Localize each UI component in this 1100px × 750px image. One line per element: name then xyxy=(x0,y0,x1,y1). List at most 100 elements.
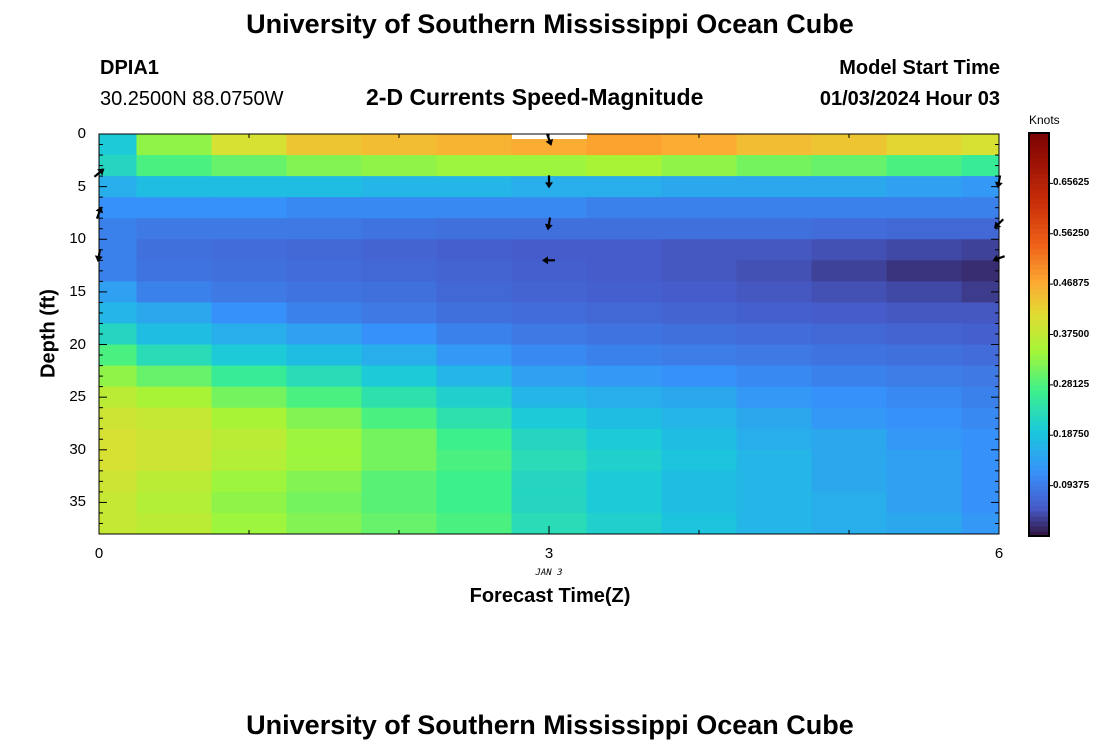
heatmap-cell xyxy=(99,218,137,240)
heatmap-cell xyxy=(286,470,362,493)
heatmap-cell xyxy=(99,470,137,493)
heatmap-cell xyxy=(136,407,212,430)
heatmap-cell xyxy=(586,491,662,514)
colorbar-segment xyxy=(1029,485,1049,492)
colorbar-segment xyxy=(1029,233,1049,240)
heatmap-cell xyxy=(811,386,887,409)
heatmap-cell xyxy=(811,428,887,451)
heatmap-cell xyxy=(661,491,737,514)
heatmap-cell xyxy=(586,260,662,282)
heatmap-cell xyxy=(961,428,1000,451)
heatmap-cell xyxy=(361,386,437,409)
heatmap-cell xyxy=(811,134,887,156)
colorbar-segment xyxy=(1029,168,1049,174)
heatmap-cell xyxy=(886,281,962,303)
colorbar-segment xyxy=(1029,133,1049,139)
heatmap-cell xyxy=(361,512,437,535)
heatmap-cell xyxy=(661,176,737,198)
x-tick-label: 0 xyxy=(94,545,104,562)
heatmap-cell xyxy=(736,407,812,430)
colorbar-segment xyxy=(1029,389,1049,396)
chart-subtitle: 2-D Currents Speed-Magnitude xyxy=(366,84,704,110)
heatmap-cell xyxy=(99,428,137,451)
heatmap-cell xyxy=(736,470,812,493)
heatmap-cell xyxy=(586,155,662,177)
heatmap-cell xyxy=(511,302,587,324)
colorbar-segment xyxy=(1029,344,1049,351)
colorbar-segment xyxy=(1029,374,1049,381)
heatmap-cell xyxy=(586,281,662,303)
heatmap-cell xyxy=(211,176,287,198)
colorbar-segment xyxy=(1029,228,1049,235)
heatmap-cell xyxy=(811,239,887,261)
heatmap-cell xyxy=(361,281,437,303)
heatmap-cell xyxy=(286,239,362,261)
heatmap-cell xyxy=(436,134,512,156)
heatmap-cell xyxy=(436,449,512,472)
colorbar-segment xyxy=(1029,314,1049,320)
colorbar-segment xyxy=(1029,279,1049,285)
heatmap-cell xyxy=(99,155,137,177)
colorbar-segment xyxy=(1029,490,1049,497)
heatmap-cell xyxy=(136,155,212,177)
heatmap-cell xyxy=(736,386,812,409)
heatmap-cell xyxy=(136,302,212,324)
colorbar-segment xyxy=(1029,183,1049,190)
heatmap-cell xyxy=(99,239,137,261)
colorbar-tick-label: 0.18750 xyxy=(1053,429,1090,441)
heatmap-cell xyxy=(961,155,1000,177)
heatmap-cell xyxy=(136,491,212,514)
heatmap-cell xyxy=(436,155,512,177)
heatmap-cell xyxy=(736,260,812,282)
colorbar-segment xyxy=(1029,435,1049,441)
heatmap-cell xyxy=(136,344,212,367)
colorbar-segment xyxy=(1029,455,1049,462)
heatmap-cell xyxy=(586,176,662,198)
heatmap-cell xyxy=(361,176,437,198)
heatmap-cell xyxy=(136,512,212,535)
heatmap-cell xyxy=(211,491,287,514)
heatmap-cell xyxy=(511,134,587,156)
colorbar-segment xyxy=(1029,410,1049,416)
y-ticks xyxy=(99,133,999,535)
colorbar-segment xyxy=(1029,193,1049,200)
colorbar-segment xyxy=(1029,253,1049,260)
station-location: 30.2500N 88.0750W xyxy=(100,88,284,110)
heatmap-cell xyxy=(136,197,212,219)
colorbar-segment xyxy=(1029,505,1049,512)
heatmap-cell xyxy=(211,134,287,156)
current-vector-arrow xyxy=(542,256,555,265)
heatmap-cell xyxy=(511,491,587,514)
heatmap-cell xyxy=(586,344,662,367)
heatmap-cell xyxy=(286,134,362,156)
heatmap-cell xyxy=(361,323,437,346)
colorbar-tick-label: 0.56250 xyxy=(1053,227,1090,239)
heatmap-cell xyxy=(736,155,812,177)
colorbar-segment xyxy=(1029,218,1049,225)
y-tick-label: 25 xyxy=(69,388,86,406)
colorbar-segment xyxy=(1029,304,1049,310)
x-tick-label: 6 xyxy=(994,545,1004,562)
y-tick-label: 20 xyxy=(69,335,86,353)
heatmap-cell xyxy=(886,134,962,156)
heatmap-cell xyxy=(361,365,437,388)
heatmap-cell xyxy=(99,302,137,324)
heatmap-cell xyxy=(286,281,362,303)
y-tick-label: 0 xyxy=(77,125,86,142)
heatmap-cell xyxy=(961,323,1000,346)
heatmap-cell xyxy=(661,134,737,156)
heatmap-cell xyxy=(586,386,662,409)
heatmap-cell xyxy=(511,344,587,367)
heatmap-cell xyxy=(99,449,137,472)
colorbar-segment xyxy=(1029,405,1049,411)
colorbar-segment xyxy=(1029,430,1049,436)
heatmap-cell xyxy=(661,155,737,177)
heatmap-cell xyxy=(286,491,362,514)
heatmap-cell xyxy=(736,218,812,240)
heatmap-cell xyxy=(811,512,887,535)
colorbar-segment xyxy=(1029,269,1049,275)
heatmap-cell xyxy=(811,470,887,493)
heatmap-cell xyxy=(211,260,287,282)
y-tick-label: 35 xyxy=(69,493,86,511)
colorbar-segment xyxy=(1029,515,1049,522)
